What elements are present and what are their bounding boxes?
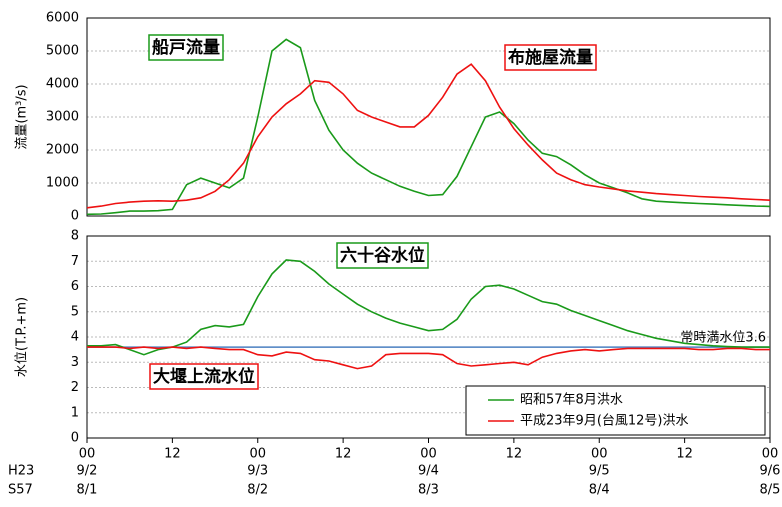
- date-row-label: S57: [8, 483, 33, 498]
- date-label: 9/5: [589, 464, 610, 479]
- date-label: 8/4: [589, 483, 610, 498]
- date-label: 8/2: [247, 483, 268, 498]
- y-tick-label: 2000: [46, 143, 79, 158]
- plot-frame: [86, 17, 771, 217]
- date-label: 9/6: [760, 464, 781, 479]
- y-tick-label: 5: [71, 304, 79, 319]
- legend-label: 昭和57年8月洪水: [520, 393, 623, 408]
- annotation-box: [504, 44, 597, 71]
- x-tick-label: 00: [762, 447, 779, 462]
- date-label: 9/3: [247, 464, 268, 479]
- y-tick-label: 7: [71, 254, 79, 269]
- y-tick-label: 1000: [46, 176, 79, 191]
- y-tick-label: 3000: [46, 110, 79, 125]
- series-line: [87, 259, 770, 356]
- x-tick-label: 12: [676, 447, 693, 462]
- x-tick-label: 00: [420, 447, 437, 462]
- x-tick-label: 12: [506, 447, 523, 462]
- series-line: [86, 38, 771, 216]
- y-axis-label: 流量(m³/s): [15, 84, 30, 149]
- y-axis-label: 水位(T.P.+m): [15, 297, 30, 377]
- x-tick-label: 12: [164, 447, 181, 462]
- date-label: 8/1: [77, 483, 98, 498]
- annotation: 布施屋流量: [508, 47, 593, 68]
- y-tick-label: 3: [71, 355, 79, 370]
- y-tick-label: 2: [71, 380, 79, 395]
- legend-box: [465, 385, 766, 436]
- annotation-box: [336, 242, 429, 269]
- annotation: 船戸流量: [152, 37, 220, 58]
- legend-label: 平成23年9月(台風12号)洪水: [520, 414, 689, 429]
- y-tick-label: 4000: [46, 77, 79, 92]
- y-tick-label: 1: [71, 405, 79, 420]
- y-tick-label: 0: [71, 431, 79, 446]
- x-tick-label: 00: [249, 447, 266, 462]
- annotation-box: [148, 34, 224, 61]
- series-line: [86, 63, 771, 209]
- annotation-box: [149, 363, 259, 390]
- y-tick-label: 6000: [46, 11, 79, 26]
- y-tick-label: 4: [71, 330, 79, 345]
- x-tick-label: 00: [79, 447, 96, 462]
- series-line: [87, 346, 770, 370]
- y-tick-label: 8: [71, 229, 79, 244]
- x-tick-label: 12: [335, 447, 352, 462]
- date-label: 9/4: [418, 464, 439, 479]
- annotation: 六十谷水位: [340, 245, 425, 266]
- y-tick-label: 5000: [46, 44, 79, 59]
- date-row-label: H23: [8, 464, 34, 479]
- x-tick-label: 00: [591, 447, 608, 462]
- annotation: 大堰上流水位: [153, 366, 255, 387]
- y-tick-label: 0: [71, 209, 79, 224]
- y-tick-label: 6: [71, 279, 79, 294]
- reference-label: 常時満水位3.6: [680, 331, 766, 346]
- date-label: 8/5: [760, 483, 781, 498]
- date-label: 9/2: [77, 464, 98, 479]
- date-label: 8/3: [418, 483, 439, 498]
